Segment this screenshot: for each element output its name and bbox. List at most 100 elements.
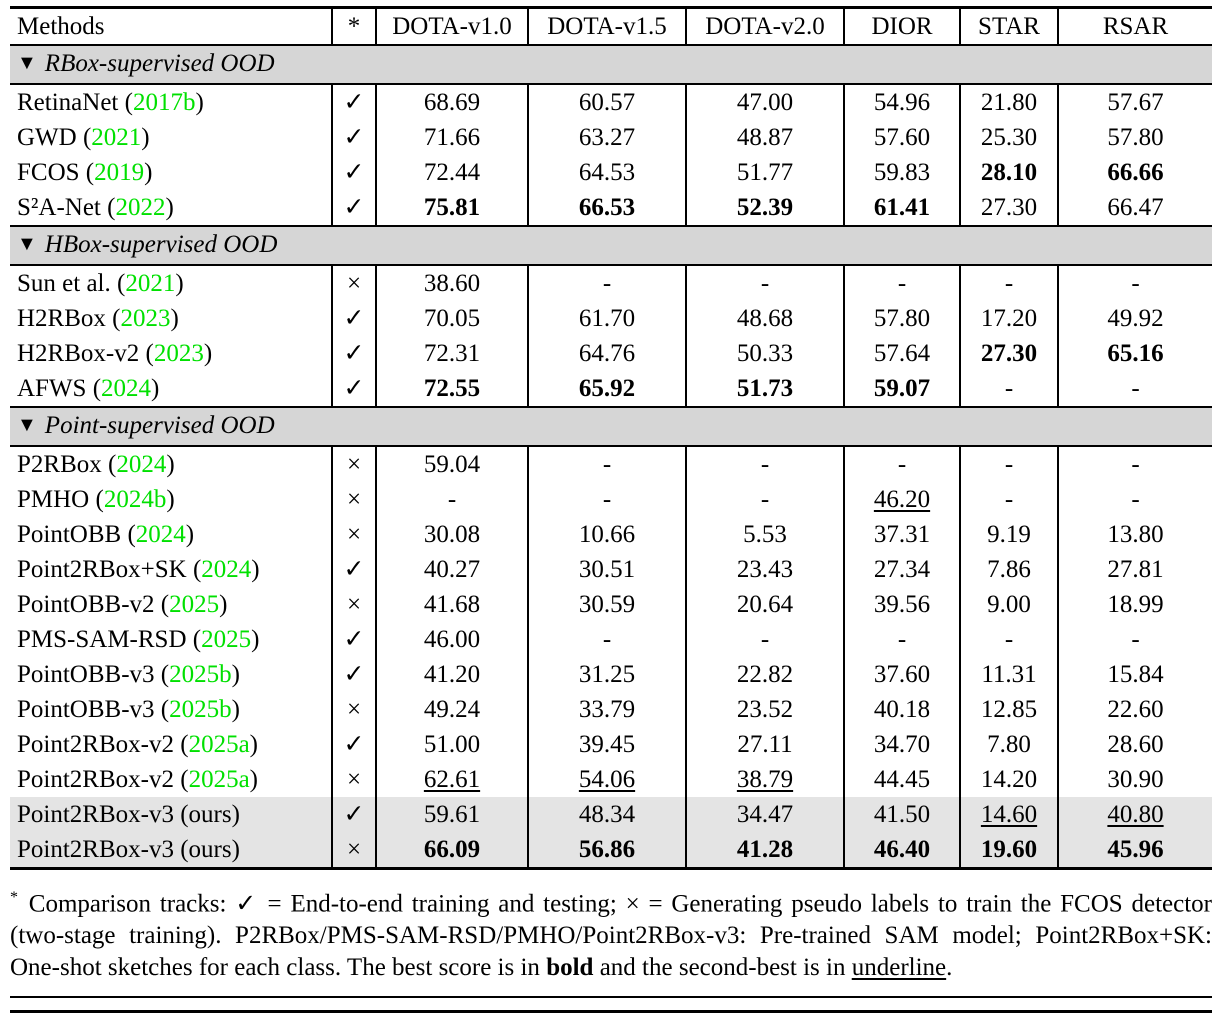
score-value: 14.60	[980, 801, 1038, 828]
citation-link[interactable]: 2024	[135, 521, 186, 548]
checkmark-icon: ✓	[332, 797, 377, 832]
citation-link[interactable]: 2021	[125, 270, 176, 297]
score-cell: -	[1058, 622, 1212, 657]
score-cell: 45.96	[1058, 832, 1212, 869]
score-value: 17.20	[980, 305, 1038, 332]
score-value: 48.68	[736, 305, 794, 332]
score-value: 63.27	[578, 124, 636, 151]
score-cell: 66.47	[1058, 190, 1212, 226]
score-cell: 68.69	[376, 84, 529, 120]
score-value: 60.57	[578, 89, 636, 116]
score-cell: -	[686, 265, 845, 301]
cross-icon: ×	[332, 482, 377, 517]
score-cell: 34.70	[844, 727, 961, 762]
score-value: 51.00	[423, 731, 481, 758]
citation-link[interactable]: 2025b	[169, 661, 232, 688]
score-cell: 40.18	[844, 692, 961, 727]
score-cell: 46.40	[844, 832, 961, 869]
score-value: 7.86	[987, 556, 1031, 583]
score-cell: 49.92	[1058, 301, 1212, 336]
score-cell: 38.79	[686, 762, 845, 797]
score-value: 61.70	[578, 305, 636, 332]
score-value: 41.28	[736, 836, 794, 863]
citation-link[interactable]: 2019	[94, 159, 145, 186]
cross-icon: ×	[332, 446, 377, 482]
method-cell: PMS-SAM-RSD (2025)	[10, 622, 333, 657]
score-value: 27.30	[980, 194, 1038, 221]
citation-link[interactable]: 2021	[91, 124, 142, 151]
checkmark-icon: ✓	[332, 727, 377, 762]
checkmark-icon: ✓	[332, 155, 377, 190]
score-cell: -	[686, 446, 845, 482]
section-header: ▼ HBox-supervised OOD	[10, 225, 1212, 266]
cross-icon: ×	[332, 265, 377, 301]
citation-link[interactable]: 2025b	[169, 696, 232, 723]
checkmark-icon: ✓	[332, 120, 377, 155]
column-header-methods: Methods	[10, 7, 333, 46]
score-value: 28.10	[980, 159, 1038, 186]
score-cell: 5.53	[686, 517, 845, 552]
method-name: PointOBB-v2	[17, 591, 155, 618]
table-row: Point2RBox-v3 (ours) × 66.09 56.86 41.28 46.4…	[10, 832, 1212, 869]
score-cell: 9.19	[960, 517, 1059, 552]
checkmark-icon: ✓	[332, 622, 377, 657]
citation-link[interactable]: 2025	[169, 591, 220, 618]
score-value: -	[1004, 270, 1014, 297]
score-cell: 23.43	[686, 552, 845, 587]
score-value: 30.51	[578, 556, 636, 583]
score-cell: -	[686, 622, 845, 657]
score-cell: 61.41	[844, 190, 961, 226]
citation-link[interactable]: 2023	[153, 340, 204, 367]
citation-link[interactable]: 2023	[120, 305, 171, 332]
citation-link[interactable]: 2025	[201, 626, 252, 653]
cross-icon: ×	[332, 517, 377, 552]
table-row: RetinaNet (2017b) ✓ 68.69 60.57 47.00 54.96 21…	[10, 84, 1212, 120]
score-value: 49.24	[423, 696, 481, 723]
citation-link[interactable]: 2024	[101, 375, 152, 402]
score-value: -	[760, 486, 770, 513]
score-value: 40.27	[423, 556, 481, 583]
score-value: 70.05	[423, 305, 481, 332]
score-cell: 27.30	[960, 336, 1059, 371]
method-name: RetinaNet	[17, 89, 119, 116]
score-cell: 28.60	[1058, 727, 1212, 762]
score-value: 49.92	[1107, 305, 1164, 332]
method-cell: Point2RBox-v3 (ours)	[10, 797, 333, 832]
score-cell: 37.60	[844, 657, 961, 692]
column-header-dior: DIOR	[844, 7, 961, 46]
method-name: S²A-Net	[17, 194, 101, 221]
score-cell: -	[528, 265, 687, 301]
citation-link[interactable]: 2024	[201, 556, 252, 583]
citation-link[interactable]: 2025a	[188, 766, 250, 793]
citation-link[interactable]: 2022	[115, 194, 166, 221]
citation-link[interactable]: 2025a	[188, 731, 250, 758]
table-row: PMS-SAM-RSD (2025) ✓ 46.00 - - - - -	[10, 622, 1212, 657]
score-value: -	[1004, 451, 1014, 478]
method-name: Point2RBox-v2	[17, 766, 174, 793]
score-cell: 30.08	[376, 517, 529, 552]
citation-link[interactable]: 2017b	[132, 89, 196, 116]
method-name: H2RBox	[17, 305, 106, 332]
score-cell: 22.60	[1058, 692, 1212, 727]
score-value: 68.69	[423, 89, 481, 116]
score-value: -	[602, 486, 612, 513]
method-cell: PointOBB-v3 (2025b)	[10, 657, 333, 692]
citation-link[interactable]: 2024	[116, 451, 167, 478]
section-row: ▼ Point-supervised OOD	[10, 406, 1212, 447]
footnote-text: bold	[546, 954, 594, 982]
citation-link[interactable]: 2024b	[103, 486, 167, 513]
table-row: FCOS (2019) ✓ 72.44 64.53 51.77 59.83 28.10 66.…	[10, 155, 1212, 190]
column-header-dota-v2-0: DOTA-v2.0	[686, 7, 845, 46]
score-cell: -	[1058, 265, 1212, 301]
column-header-star: STAR	[960, 7, 1059, 46]
results-table: Methods * DOTA-v1.0 DOTA-v1.5 DOTA-v2.0 DIOR S…	[10, 6, 1212, 870]
score-value: 59.61	[423, 801, 481, 828]
score-value: -	[1131, 486, 1140, 513]
score-value: 71.66	[423, 124, 481, 151]
score-value: 66.66	[1107, 159, 1164, 186]
score-cell: 59.61	[376, 797, 529, 832]
table-footnote: * Comparison tracks: ✓ = End-to-end trai…	[10, 882, 1212, 984]
score-value: 21.80	[980, 89, 1038, 116]
section-header: ▼ RBox-supervised OOD	[10, 44, 1212, 85]
